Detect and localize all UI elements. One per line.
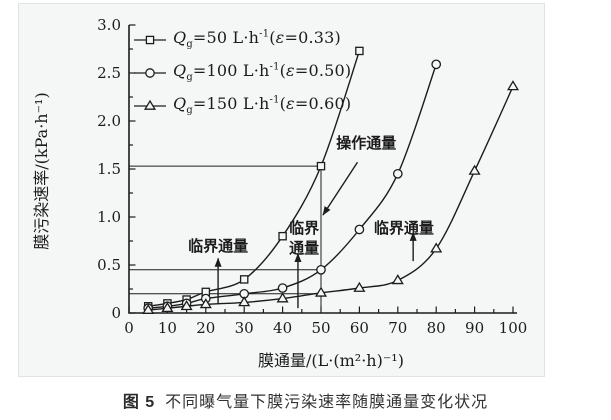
figure-number: 图 5 (122, 394, 156, 411)
square-icon (134, 35, 166, 44)
triangle-marker (353, 281, 366, 292)
y-tick-label: 0.5 (97, 256, 121, 274)
triangle-marker (238, 296, 251, 307)
operating-flux-label: 操作通量 (336, 134, 396, 152)
series-1-curve (148, 64, 437, 309)
x-tick-label: 80 (427, 319, 446, 337)
tick-labels: 0 0.5 1.0 1.5 2.0 2.5 3.0 0 10 20 30 40 50 60 70 80 90 10… (97, 16, 527, 337)
x-tick-label: 60 (350, 319, 369, 337)
legend-label: Qg=150 L·h-1(ε=0.60) (173, 94, 352, 117)
figure-caption: 图 5 不同曝气量下膜污染速率随膜通量变化状况 (0, 388, 611, 412)
x-tick-label: 100 (499, 319, 528, 337)
y-tick-label: 3.0 (97, 16, 121, 34)
triangle-icon (134, 99, 166, 110)
circle-marker (145, 67, 155, 78)
y-tick-label: 2.5 (97, 64, 121, 82)
y-tick-label: 0 (111, 304, 121, 322)
square-marker (239, 275, 249, 284)
chart-legend: Qg=50 L·h-1(ε=0.33) Qg=100 L·h-1(ε=0.50) Q… (132, 23, 351, 122)
triangle-marker (468, 164, 481, 175)
circle-marker (392, 168, 403, 179)
triangle-marker (430, 242, 443, 253)
axis-ticks (128, 24, 514, 314)
critical-flux-q150-label: 临界通量 (374, 219, 434, 237)
square-marker (355, 46, 364, 56)
y-tick-label: 1.0 (97, 208, 121, 226)
x-tick-label: 20 (196, 319, 215, 337)
triangle-marker (180, 300, 193, 311)
x-tick-label: 90 (465, 319, 484, 337)
operating-flux-arrow (322, 161, 359, 216)
circle-marker (431, 59, 442, 70)
x-tick-label: 50 (311, 319, 330, 337)
y-axis-title: 膜污染速率/(kPa·h⁻¹) (32, 92, 51, 250)
triangle-marker (276, 292, 289, 303)
x-tick-label: 10 (158, 319, 177, 337)
x-axis-title: 膜通量/(L·(m²·h)⁻¹) (258, 351, 404, 370)
legend-label: Qg=50 L·h-1(ε=0.33) (173, 28, 341, 51)
critical-flux-q50-label: 临界通量 (188, 237, 248, 255)
legend-label: Qg=100 L·h-1(ε=0.50) (173, 61, 352, 84)
x-tick-label: 30 (235, 319, 254, 337)
legend-item-circle: Qg=100 L·h-1(ε=0.50) (132, 56, 351, 89)
legend-item-square: Qg=50 L·h-1(ε=0.33) (132, 23, 351, 56)
chart-canvas: 0 0.5 1.0 1.5 2.0 2.5 3.0 0 10 20 30 40 50 60 70 80 90 10… (97, 16, 527, 337)
triangle-marker (391, 274, 404, 285)
square-marker (145, 35, 155, 44)
triangle-marker (142, 303, 155, 314)
circle-icon (134, 67, 166, 78)
x-tick-label: 70 (388, 319, 407, 337)
critical-flux-q100-label: 临界通量 (289, 219, 319, 257)
legend-item-triangle: Qg=150 L·h-1(ε=0.60) (132, 89, 351, 122)
triangle-marker (161, 301, 174, 313)
triangle-marker (143, 99, 157, 110)
square-marker (278, 231, 287, 241)
triangle-marker (506, 80, 520, 91)
square-marker (316, 161, 326, 171)
y-tick-label: 1.5 (97, 160, 121, 178)
x-tick-label: 40 (273, 319, 292, 337)
triangle-marker (199, 298, 212, 309)
figure-panel: 0 0.5 1.0 1.5 2.0 2.5 3.0 0 10 20 30 40 50 60 70 80 90 10… (18, 3, 545, 377)
circle-marker (354, 224, 365, 235)
series-triangle (142, 80, 520, 314)
figure-caption-text: 不同曝气量下膜污染速率随膜通量变化状况 (165, 394, 489, 411)
y-tick-label: 2.0 (97, 112, 121, 130)
circle-marker (277, 283, 288, 293)
triangle-marker (314, 286, 328, 297)
circle-marker (316, 264, 326, 275)
x-tick-label: 0 (124, 319, 134, 337)
